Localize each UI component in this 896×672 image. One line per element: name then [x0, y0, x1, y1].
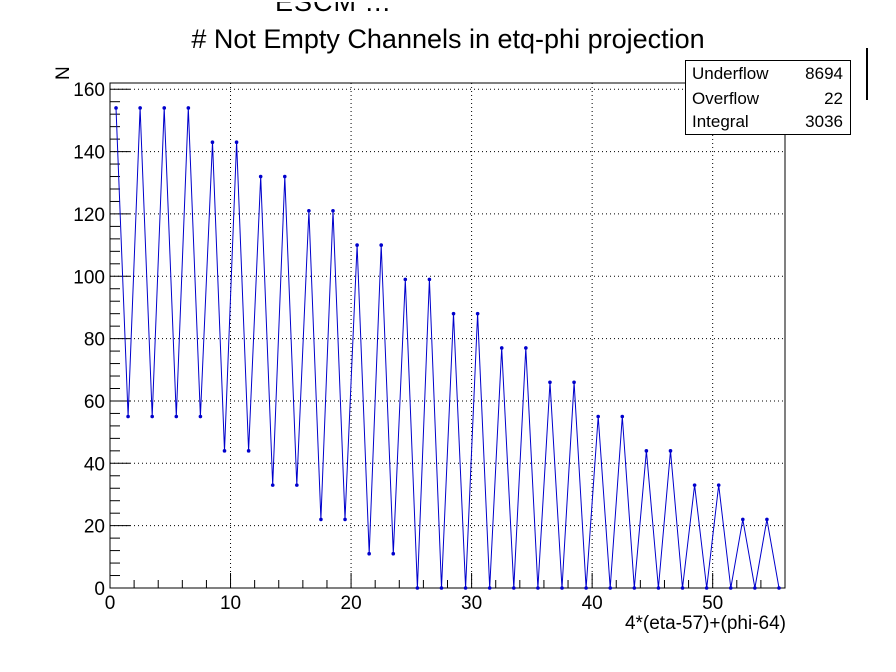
- data-point: [222, 449, 227, 453]
- data-point: [487, 586, 492, 590]
- data-point: [777, 586, 781, 590]
- integral-label: Integral: [692, 112, 749, 131]
- data-point: [728, 586, 733, 590]
- x-axis-label: 4*(eta-57)+(phi-64): [624, 613, 786, 634]
- data-point: [367, 551, 371, 556]
- data-point: [319, 517, 323, 522]
- data-point: [270, 483, 275, 487]
- y-tick-label: 100: [73, 267, 105, 288]
- data-point: [114, 106, 118, 110]
- data-point: [584, 586, 588, 590]
- data-point: [632, 586, 637, 590]
- x-tick-label: 10: [220, 593, 241, 614]
- data-point: [186, 106, 191, 110]
- data-point: [355, 243, 359, 247]
- y-tick-label: 60: [84, 392, 105, 413]
- y-tick-label: 20: [84, 517, 105, 538]
- y-tick-label: 120: [73, 205, 105, 226]
- data-point: [692, 483, 697, 487]
- y-axis-label: N: [53, 66, 74, 80]
- data-point: [596, 414, 600, 419]
- overflow-label: Overflow: [692, 89, 760, 108]
- side-edge-mark: [866, 48, 868, 100]
- data-point: [475, 311, 480, 316]
- data-point: [403, 277, 408, 282]
- y-tick-label: 160: [73, 80, 105, 101]
- data-point: [150, 414, 154, 419]
- data-point: [210, 140, 215, 145]
- stats-row-overflow: Overflow 22: [692, 89, 843, 111]
- data-point: [644, 449, 649, 453]
- data-point: [246, 449, 251, 453]
- data-point: [536, 586, 540, 590]
- data-point: [307, 209, 311, 213]
- x-tick-label: 50: [702, 593, 723, 614]
- plot-border: [109, 82, 786, 589]
- data-point: [656, 586, 661, 590]
- data-point: [138, 106, 142, 110]
- data-point: [524, 346, 528, 350]
- plot-frame: [109, 82, 786, 589]
- y-tick-label: 40: [84, 454, 105, 475]
- data-point: [572, 380, 576, 385]
- x-tick-label: 0: [105, 593, 116, 614]
- grid-lines: [110, 83, 785, 588]
- axis-ticks: [109, 88, 786, 589]
- x-tick-label: 40: [582, 593, 603, 614]
- stats-box: Underflow 8694 Overflow 22 Integral 3036: [685, 60, 851, 135]
- overlapped-previous-title: ESCM ...: [275, 2, 392, 17]
- y-tick-label: 0: [94, 579, 105, 600]
- tick-labels: 0 10 20 30 40 50 0 20 40 60 80 100 120 140 160: [73, 80, 723, 614]
- data-point: [499, 346, 504, 350]
- chart-title: # Not Empty Channels in etq-phi projecti…: [191, 24, 705, 54]
- y-tick-label: 140: [73, 143, 105, 164]
- data-point: [162, 106, 167, 110]
- data-point: [258, 174, 263, 179]
- data-point: [451, 311, 456, 316]
- data-point: [343, 517, 347, 522]
- data-point: [716, 483, 721, 487]
- data-point: [753, 586, 757, 590]
- stats-row-integral: Integral 3036: [692, 112, 843, 134]
- data-point: [415, 586, 420, 590]
- data-point: [608, 586, 613, 590]
- data-point: [379, 243, 384, 247]
- series-polyline: [115, 107, 780, 589]
- data-point: [439, 586, 444, 590]
- data-point: [234, 140, 239, 145]
- data-point: [391, 551, 396, 556]
- underflow-value: 8694: [805, 64, 843, 83]
- data-point: [198, 414, 203, 419]
- data-point: [174, 414, 179, 419]
- data-point: [680, 586, 685, 590]
- data-point: [668, 449, 673, 453]
- integral-value: 3036: [805, 112, 843, 131]
- data-point: [511, 586, 516, 590]
- overflow-value: 22: [824, 89, 843, 108]
- y-tick-label: 80: [84, 330, 105, 351]
- x-tick-label: 20: [341, 593, 362, 614]
- data-point: [620, 414, 625, 419]
- data-point: [741, 517, 745, 522]
- data-point: [704, 586, 709, 590]
- data-point: [463, 586, 468, 590]
- stats-row-underflow: Underflow 8694: [692, 64, 843, 86]
- data-point: [126, 414, 130, 419]
- series-markers: [114, 106, 781, 590]
- data-point: [282, 174, 287, 179]
- data-point: [548, 380, 552, 385]
- data-point: [427, 277, 432, 282]
- series-line: [115, 107, 780, 589]
- data-point: [560, 586, 564, 590]
- data-point: [331, 209, 335, 213]
- data-point: [765, 517, 769, 522]
- data-point: [295, 483, 299, 487]
- x-tick-label: 30: [461, 593, 482, 614]
- underflow-label: Underflow: [692, 64, 769, 83]
